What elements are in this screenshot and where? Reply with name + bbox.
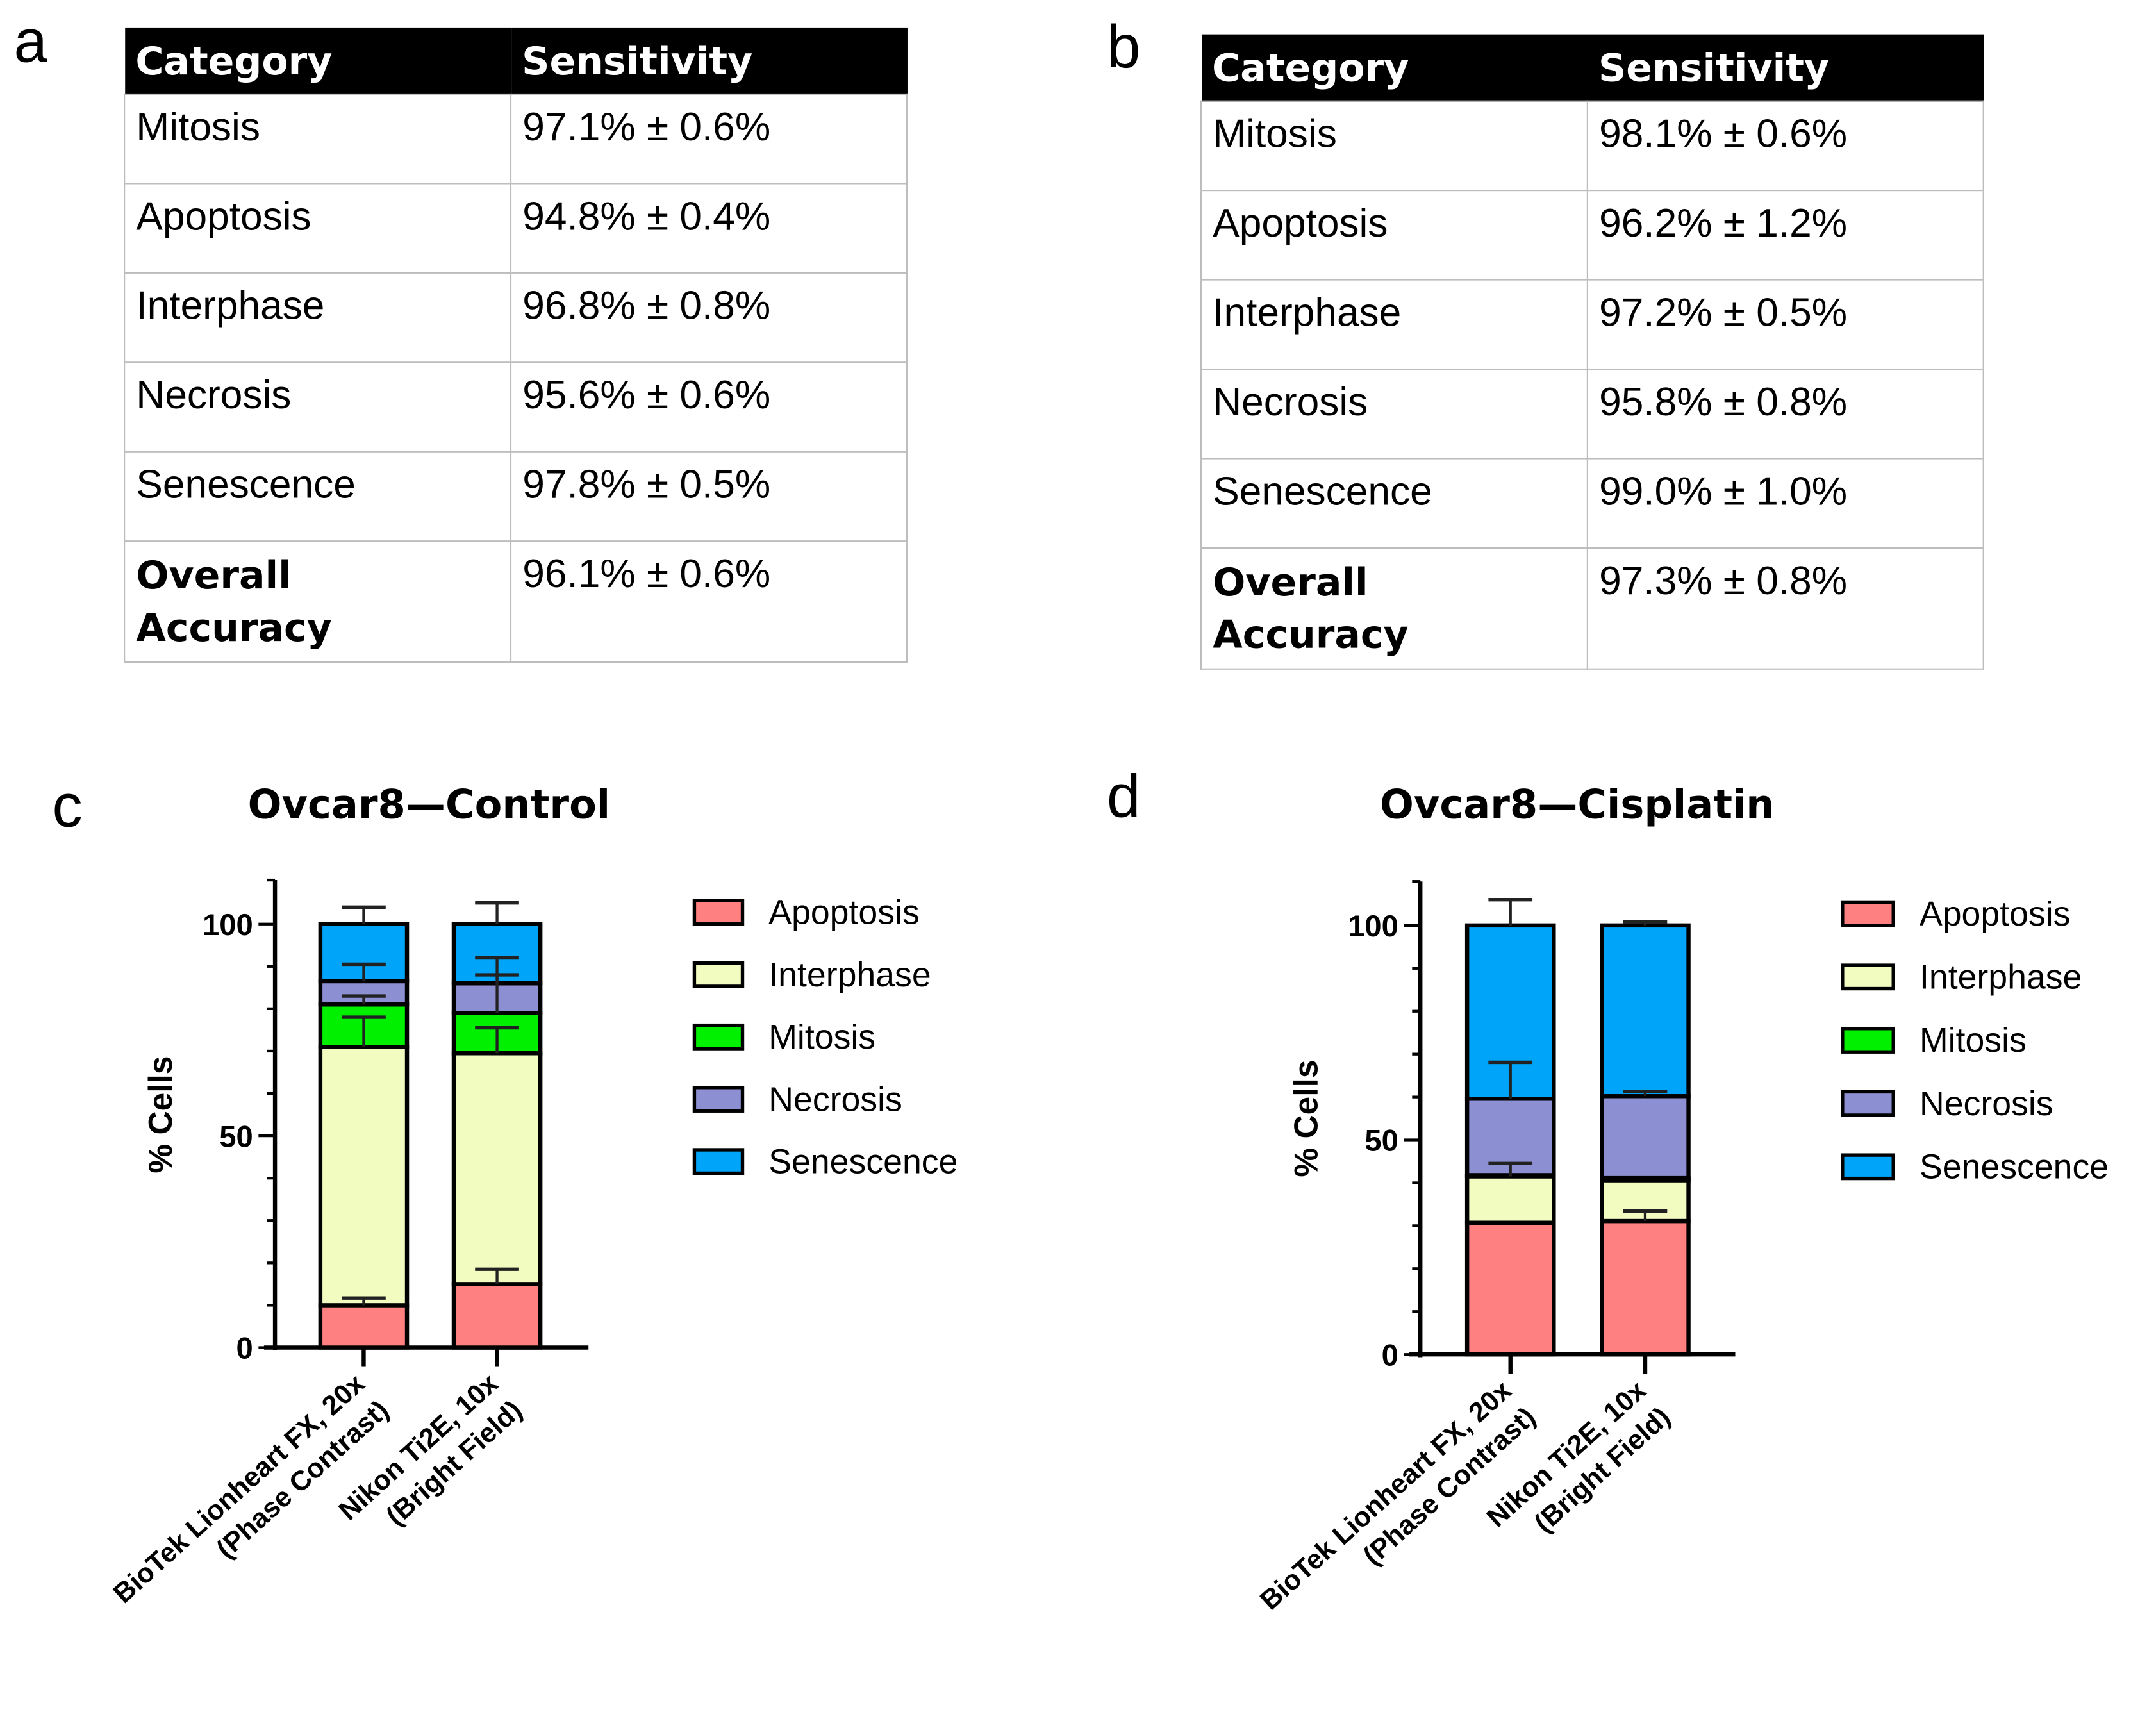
bar-segment-apoptosis	[1464, 1220, 1556, 1357]
table-row: Necrosis 95.8% ± 0.8%	[1200, 368, 1984, 460]
header-sensitivity: Sensitivity	[1587, 34, 1984, 101]
legend-label: Senescence	[768, 1142, 958, 1181]
overall-label-line2: Accuracy	[136, 604, 332, 651]
sensitivity-cell: 97.1% ± 0.6%	[510, 93, 908, 185]
bar-segment-necrosis	[1600, 1094, 1691, 1181]
table-row: Senescence 99.0% ± 1.0%	[1200, 458, 1984, 549]
sensitivity-cell: 94.8% ± 0.4%	[510, 183, 908, 274]
x-tick-label-line: BioTek Lionheart FX, 20x	[108, 1368, 371, 1609]
legend-swatch-senescence	[692, 1148, 745, 1175]
overall-label-line1: Overall	[1213, 560, 1368, 605]
category-cell: Interphase	[1200, 279, 1588, 370]
header-category: Category	[1201, 34, 1588, 101]
sensitivity-cell: 97.2% ± 0.5%	[1586, 279, 1984, 370]
sensitivity-table-b: Category Sensitivity Mitosis 98.1% ± 0.6% …	[1200, 34, 1984, 670]
category-cell: Interphase	[124, 272, 512, 363]
table-row: Necrosis 95.6% ± 0.6%	[124, 361, 908, 453]
legend-swatch-apoptosis	[1841, 900, 1895, 927]
table-row: Mitosis 97.1% ± 0.6%	[124, 93, 908, 185]
table-row: Interphase 96.8% ± 0.8%	[124, 272, 908, 363]
overall-row: Overall Accuracy 96.1% ± 0.6%	[124, 540, 908, 663]
overall-label-line2: Accuracy	[1213, 611, 1409, 658]
table-row: Apoptosis 94.8% ± 0.4%	[124, 183, 908, 274]
chart-title: Ovcar8—Control	[248, 781, 611, 828]
legend-swatch-mitosis	[1841, 1027, 1895, 1054]
legend-label: Mitosis	[1920, 1021, 2027, 1059]
bar-segment-senescence	[1600, 923, 1691, 1099]
legend-swatch-mitosis	[692, 1023, 745, 1050]
y-tick-label: 0	[1382, 1338, 1398, 1372]
legend-swatch-necrosis	[1841, 1090, 1895, 1117]
legend-label: Senescence	[1920, 1148, 2109, 1186]
y-axis-label: % Cells	[1287, 1060, 1324, 1177]
legend-swatch-interphase	[692, 961, 745, 988]
table-row: Apoptosis 96.2% ± 1.2%	[1200, 190, 1984, 281]
legend-label: Apoptosis	[768, 893, 919, 932]
header-category: Category	[124, 27, 511, 94]
table-row: Mitosis 98.1% ± 0.6%	[1200, 100, 1984, 192]
bar-segment-interphase	[451, 1051, 543, 1286]
category-cell: Necrosis	[1200, 368, 1588, 460]
table-header: Category Sensitivity	[124, 27, 907, 94]
chart-c: Ovcar8—Control 0 50 100 % Cells BioTek Lionhe…	[108, 781, 958, 1609]
legend-label: Necrosis	[768, 1080, 902, 1118]
y-tick-label: 50	[219, 1120, 253, 1154]
legend-label: Interphase	[1920, 958, 2082, 997]
sensitivity-table-a: Category Sensitivity Mitosis 97.1% ± 0.6% …	[124, 27, 908, 663]
sensitivity-cell: 95.8% ± 0.8%	[1586, 368, 1984, 460]
legend-swatch-necrosis	[692, 1086, 745, 1113]
header-sensitivity: Sensitivity	[511, 27, 907, 94]
sensitivity-cell: 96.8% ± 0.8%	[510, 272, 908, 363]
sensitivity-cell: 96.2% ± 1.2%	[1586, 190, 1984, 281]
overall-label-line1: Overall	[136, 552, 292, 599]
bar-segment-interphase	[318, 1045, 410, 1308]
y-tick-label: 0	[236, 1332, 253, 1366]
category-cell: Mitosis	[1200, 100, 1588, 192]
legend-swatch-apoptosis	[692, 899, 745, 926]
legend-label: Interphase	[768, 956, 931, 994]
table-row: Senescence 97.8% ± 0.5%	[124, 451, 908, 542]
legend-swatch-senescence	[1841, 1153, 1895, 1181]
bar-segment-interphase	[1464, 1174, 1556, 1225]
y-tick-label: 100	[203, 908, 253, 942]
y-tick-label: 50	[1364, 1124, 1398, 1158]
overall-label: Overall Accuracy	[124, 540, 512, 663]
sensitivity-cell: 98.1% ± 0.6%	[1586, 100, 1984, 192]
category-cell: Senescence	[1200, 458, 1588, 549]
category-cell: Necrosis	[124, 361, 512, 453]
sensitivity-cell: 97.8% ± 0.5%	[510, 451, 908, 542]
panel-label-a: a	[13, 8, 47, 76]
sensitivity-cell: 99.0% ± 1.0%	[1586, 458, 1984, 549]
category-cell: Mitosis	[124, 93, 512, 185]
chart-d: Ovcar8—Cisplatin 0 50 100 % Cells BioTek Lion…	[1254, 781, 2109, 1616]
category-cell: Apoptosis	[1200, 190, 1588, 281]
bar-segment-apoptosis	[1600, 1218, 1691, 1357]
table-header: Category Sensitivity	[1201, 34, 1984, 101]
x-tick-label-line: BioTek Lionheart FX, 20x	[1254, 1375, 1518, 1616]
panel-label-c: c	[52, 772, 83, 840]
table-row: Interphase 97.2% ± 0.5%	[1200, 279, 1984, 370]
category-cell: Apoptosis	[124, 183, 512, 274]
panel-label-d: d	[1107, 763, 1141, 831]
overall-row: Overall Accuracy 97.3% ± 0.8%	[1200, 547, 1984, 670]
chart-title: Ovcar8—Cisplatin	[1380, 781, 1775, 828]
y-tick-label: 100	[1348, 909, 1398, 943]
legend-label: Apoptosis	[1920, 895, 2071, 933]
overall-value: 97.3% ± 0.8%	[1586, 547, 1984, 670]
y-axis-label: % Cells	[142, 1056, 179, 1174]
legend-label: Mitosis	[768, 1018, 875, 1056]
sensitivity-cell: 95.6% ± 0.6%	[510, 361, 908, 453]
legend-label: Necrosis	[1920, 1084, 2053, 1123]
bar-segment-apoptosis	[318, 1303, 410, 1350]
overall-label: Overall Accuracy	[1200, 547, 1588, 670]
legend-swatch-interphase	[1841, 963, 1895, 991]
panel-label-b: b	[1107, 13, 1141, 81]
overall-value: 96.1% ± 0.6%	[510, 540, 908, 663]
bar-segment-apoptosis	[451, 1282, 543, 1350]
category-cell: Senescence	[124, 451, 512, 542]
